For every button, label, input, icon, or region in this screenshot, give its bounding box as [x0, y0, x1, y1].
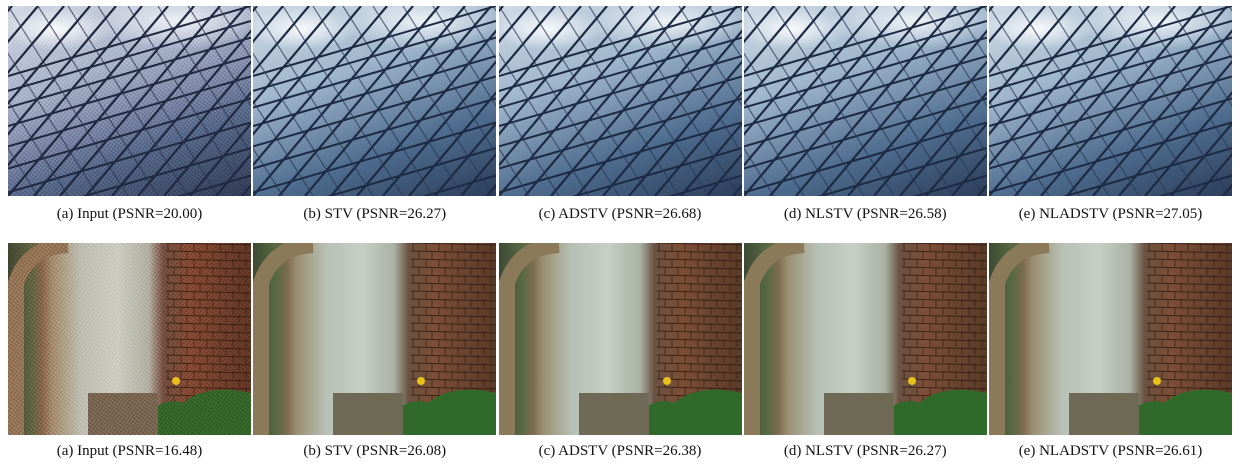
brick-wall-image-input — [8, 243, 251, 435]
caption: (b) STV (PSNR=26.08) — [303, 443, 447, 459]
caption: (a) Input (PSNR=16.48) — [56, 443, 203, 459]
panel-nladstv: (e) NLADSTV (PSNR=27.05) — [989, 6, 1232, 223]
panel-stv: (b) STV (PSNR=26.08) — [253, 243, 497, 460]
glass-roof-image-stv — [253, 6, 497, 196]
panel-adstv: (c) ADSTV (PSNR=26.38) — [498, 243, 742, 460]
panel-stv: (b) STV (PSNR=26.27) — [253, 6, 497, 223]
caption: (d) NLSTV (PSNR=26.27) — [783, 443, 947, 459]
figure-row-glass-roof: (a) Input (PSNR=20.00) (b) STV (PSNR=26.… — [8, 6, 1232, 223]
panel-input: (a) Input (PSNR=20.00) — [8, 6, 251, 223]
panel-adstv: (c) ADSTV (PSNR=26.68) — [498, 6, 742, 223]
brick-wall-image-stv — [253, 243, 497, 435]
panel-nlstv: (d) NLSTV (PSNR=26.27) — [743, 243, 987, 460]
brick-wall-image-adstv — [498, 243, 742, 435]
caption: (b) STV (PSNR=26.27) — [303, 206, 447, 222]
panel-nladstv: (e) NLADSTV (PSNR=26.61) — [989, 243, 1232, 460]
glass-roof-image-nlstv — [743, 6, 987, 196]
caption: (d) NLSTV (PSNR=26.58) — [783, 206, 947, 222]
brick-wall-image-nladstv — [989, 243, 1232, 435]
figure-row-brick-wall: (a) Input (PSNR=16.48) (b) STV (PSNR=26.… — [8, 243, 1232, 460]
brick-wall-image-nlstv — [743, 243, 987, 435]
caption: (a) Input (PSNR=20.00) — [56, 206, 203, 222]
caption: (e) NLADSTV (PSNR=26.61) — [1018, 443, 1203, 459]
glass-roof-image-nladstv — [989, 6, 1232, 196]
caption: (c) ADSTV (PSNR=26.38) — [538, 443, 702, 459]
panel-nlstv: (d) NLSTV (PSNR=26.58) — [743, 6, 987, 223]
panel-input: (a) Input (PSNR=16.48) — [8, 243, 251, 460]
caption: (c) ADSTV (PSNR=26.68) — [538, 206, 702, 222]
caption: (e) NLADSTV (PSNR=27.05) — [1018, 206, 1203, 222]
glass-roof-image-input — [8, 6, 251, 196]
glass-roof-image-adstv — [498, 6, 742, 196]
